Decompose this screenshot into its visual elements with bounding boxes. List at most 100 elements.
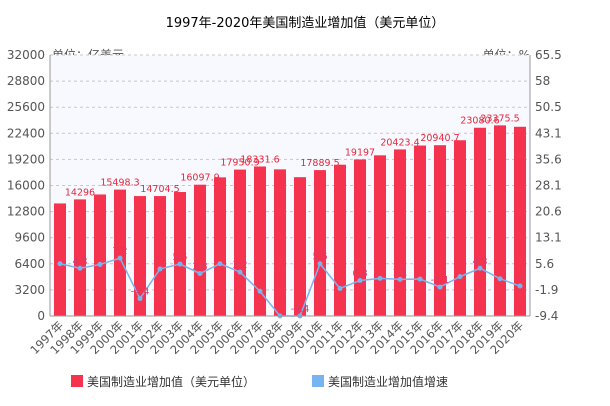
line-data-label: -1.1 <box>431 275 450 286</box>
left-tick-label: 16000 <box>7 179 45 193</box>
line-point <box>357 277 363 283</box>
line-data-label: 1.1 <box>392 267 407 278</box>
bar <box>494 125 506 317</box>
line-point <box>237 269 243 275</box>
left-tick-label: 3200 <box>14 283 45 297</box>
bar-data-label: 20423.4 <box>380 137 419 148</box>
bar <box>94 194 106 316</box>
right-tick-label: 43.1 <box>535 126 562 140</box>
chart-title: 1997年-2020年美国制造业增加值（美元单位） <box>166 15 445 31</box>
bar-data-label: 15498.3 <box>100 178 139 189</box>
line-series: 4.3 7.2 -4.4 5.5 2.8 3.2 -9.4 5.6 0.8 1.1 -1.1 4.3 -… <box>57 246 525 319</box>
bar <box>454 140 466 316</box>
line-data-label: -0 <box>515 274 524 285</box>
line-point <box>517 283 523 289</box>
left-tick-label: 12800 <box>7 205 45 219</box>
line-point <box>417 276 423 282</box>
line-data-label: 5.5 <box>172 252 187 263</box>
line-point <box>337 285 343 291</box>
line-data-label: -4.4 <box>131 287 150 298</box>
line-data-label: 3.2 <box>232 260 247 271</box>
bar <box>414 145 426 316</box>
left-tick-label: 22400 <box>7 126 45 140</box>
left-tick-label: 9600 <box>14 231 45 245</box>
line-point <box>197 270 203 276</box>
line-data-label: 0.8 <box>352 268 367 279</box>
line-point <box>497 276 503 282</box>
right-tick-label: 5.6 <box>535 257 554 271</box>
legend-swatch-bars <box>71 375 83 387</box>
bar <box>434 145 446 316</box>
bar-data-label: 14296 <box>65 187 95 198</box>
bar <box>54 203 66 316</box>
bar-data-label: 17950.9 <box>220 158 259 169</box>
bar <box>234 169 246 316</box>
grid-lines <box>50 54 530 317</box>
line-point <box>457 274 463 280</box>
legend: 美国制造业增加值（美元单位） 美国制造业增加值增速 <box>71 374 448 389</box>
line-point <box>397 276 403 282</box>
bar <box>134 196 146 316</box>
line-point <box>97 261 103 267</box>
left-tick-label: 25600 <box>7 100 45 114</box>
line-point <box>77 265 83 271</box>
bar-data-label: 16097.9 <box>180 173 219 184</box>
bar <box>474 127 486 316</box>
bar <box>334 164 346 316</box>
bar-data-label: 23375.5 <box>480 113 519 124</box>
line-data-label: 7.2 <box>112 246 127 257</box>
bar-data-label: 14704.5 <box>140 184 179 195</box>
line-point <box>217 261 223 267</box>
bar-data-label: 20940.7 <box>420 133 459 144</box>
bar <box>254 166 266 316</box>
line-point <box>137 296 143 302</box>
right-tick-label: 28.1 <box>535 179 562 193</box>
bar <box>114 189 126 316</box>
bar-series: 14296 15498.314704.516097.917950.918331.6… <box>54 113 526 317</box>
bar <box>74 199 86 316</box>
bar <box>214 177 226 316</box>
left-tick-label: 6400 <box>14 257 45 271</box>
bar <box>514 126 526 317</box>
line-point <box>317 261 323 267</box>
bar <box>394 149 406 316</box>
bar <box>274 169 286 316</box>
bar-data-label: 18331.6 <box>240 154 279 165</box>
line-point <box>437 284 443 290</box>
left-tick-label: 32000 <box>7 48 45 62</box>
bar-data-label: 17889.5 <box>300 158 339 169</box>
left-tick-label: 0 <box>37 309 45 323</box>
line-data-label: 2.8 <box>192 261 207 272</box>
right-tick-label: 20.6 <box>535 205 562 219</box>
bar <box>314 170 326 316</box>
right-tick-label: 35.6 <box>535 152 562 166</box>
right-tick-label: 58 <box>535 74 550 88</box>
bar <box>354 159 366 316</box>
line-point <box>477 265 483 271</box>
line-point <box>177 261 183 267</box>
legend-label-line: 美国制造业增加值增速 <box>328 374 448 389</box>
left-tick-label: 19200 <box>7 152 45 166</box>
bar-data-label: 19197 <box>345 147 375 158</box>
bar <box>154 196 166 316</box>
left-tick-label: 28800 <box>7 74 45 88</box>
bar <box>174 192 186 316</box>
right-tick-label: 50.5 <box>535 100 562 114</box>
line-data-label: 5.6 <box>312 252 327 263</box>
right-tick-label: 65.5 <box>535 48 562 62</box>
line-data-label: -9.4 <box>291 304 310 315</box>
right-tick-label: -1.9 <box>535 283 558 297</box>
legend-label-bars: 美国制造业增加值（美元单位） <box>87 374 255 389</box>
bar <box>294 177 306 316</box>
line-point <box>117 255 123 261</box>
bar <box>374 155 386 316</box>
right-tick-label: -9.4 <box>535 309 558 323</box>
line-data-label: 4.3 <box>472 256 487 267</box>
legend-swatch-line <box>312 375 324 387</box>
line-point <box>257 288 263 294</box>
line-point <box>157 266 163 272</box>
bar-data-label: 23080.6 <box>460 116 499 127</box>
right-tick-label: 13.1 <box>535 231 562 245</box>
line-point <box>377 275 383 281</box>
